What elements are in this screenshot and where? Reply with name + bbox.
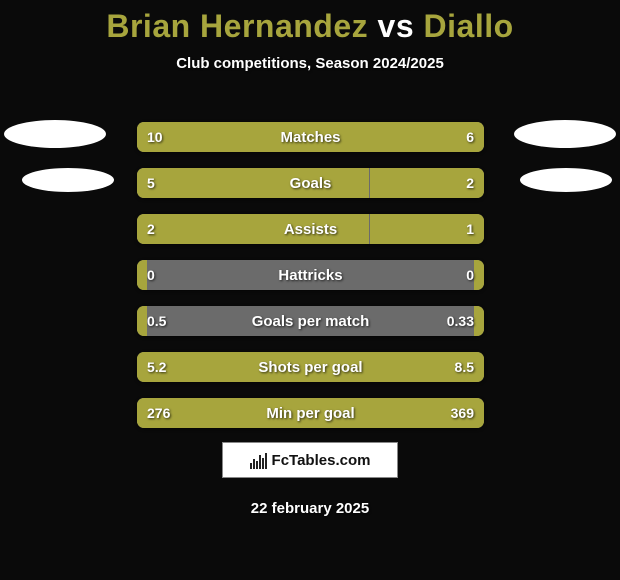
bar-fill-left <box>137 260 147 290</box>
player2-name: Diallo <box>424 8 514 44</box>
fctables-logo: FcTables.com <box>222 442 398 478</box>
bar-fill-left <box>137 214 369 244</box>
logo-text: FcTables.com <box>272 452 371 469</box>
bar-fill-right <box>370 168 485 198</box>
bar-fill-right <box>269 352 484 382</box>
player1-name: Brian Hernandez <box>106 8 368 44</box>
vs-text: vs <box>378 8 415 44</box>
ellipse-shape <box>4 120 106 148</box>
bar-fill-left <box>137 168 369 198</box>
stats-bars: 106Matches 52Goals 21Assists 00Hattricks 0.5… <box>137 122 484 444</box>
stat-row: 106Matches <box>137 122 484 152</box>
stat-row: 00Hattricks <box>137 260 484 290</box>
ellipse-shape <box>520 168 612 192</box>
comparison-infographic: Brian Hernandez vs Diallo Club competiti… <box>0 0 620 580</box>
bar-fill-right <box>286 398 484 428</box>
bar-fill-right <box>352 122 484 152</box>
title: Brian Hernandez vs Diallo <box>0 0 620 45</box>
bar-fill-left <box>137 398 286 428</box>
player1-avatar-placeholder <box>4 120 114 212</box>
bar-fill-right <box>474 306 484 336</box>
stat-row: 5.28.5Shots per goal <box>137 352 484 382</box>
ellipse-shape <box>514 120 616 148</box>
bar-fill-left <box>137 122 352 152</box>
stat-row: 21Assists <box>137 214 484 244</box>
subtitle: Club competitions, Season 2024/2025 <box>0 55 620 72</box>
date-text: 22 february 2025 <box>0 500 620 517</box>
ellipse-shape <box>22 168 114 192</box>
bar-fill-left <box>137 352 269 382</box>
bar-background <box>137 306 484 336</box>
bar-chart-icon <box>250 451 268 469</box>
bar-background <box>137 260 484 290</box>
player2-avatar-placeholder <box>506 120 616 212</box>
bar-fill-right <box>370 214 485 244</box>
stat-row: 0.50.33Goals per match <box>137 306 484 336</box>
stat-row: 52Goals <box>137 168 484 198</box>
bar-fill-right <box>474 260 484 290</box>
stat-row: 276369Min per goal <box>137 398 484 428</box>
bar-fill-left <box>137 306 147 336</box>
